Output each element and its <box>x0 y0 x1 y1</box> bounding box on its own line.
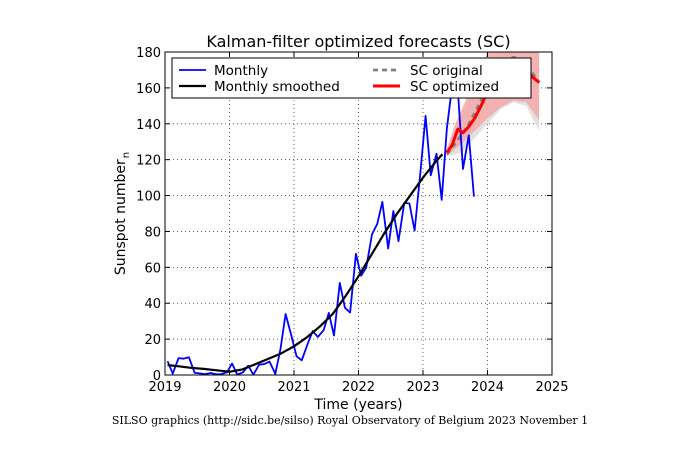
y-tick-label: 120 <box>136 154 161 169</box>
chart-title: Kalman-filter optimized forecasts (SC) <box>206 32 510 51</box>
x-tick-label: 2023 <box>406 380 439 395</box>
x-tick-label: 2024 <box>471 380 504 395</box>
y-tick-label: 180 <box>136 46 161 61</box>
y-tick-label: 0 <box>153 369 161 384</box>
smoothed-line <box>167 153 444 373</box>
x-axis-label: Time (years) <box>313 397 402 413</box>
y-tick-label: 60 <box>144 261 161 276</box>
axis-ticks: 2019 2020 2021 2022 2023 2024 2025 0 20 40 60 80 100… <box>136 46 568 395</box>
y-axis-label-group: Sunspot numbern <box>113 152 132 275</box>
legend-label-monthly: Monthly <box>214 63 268 79</box>
footer-credit: SILSO graphics (http://sidc.be/silso) Ro… <box>112 414 588 427</box>
x-tick-label: 2020 <box>213 380 246 395</box>
x-tick-label: 2022 <box>342 380 375 395</box>
legend-label-smoothed: Monthly smoothed <box>214 79 340 95</box>
legend-box <box>171 57 532 99</box>
x-tick-label: 2021 <box>277 380 310 395</box>
y-axis-label-subscript: n <box>121 152 132 158</box>
y-tick-label: 100 <box>136 190 161 205</box>
y-axis-label: Sunspot numbern <box>113 152 132 275</box>
monthly-line <box>166 80 475 375</box>
legend-label-sc-optimized: SC optimized <box>410 79 499 95</box>
y-tick-label: 160 <box>136 82 161 97</box>
x-tick-label: 2025 <box>535 380 568 395</box>
x-tick-label: 2019 <box>148 380 181 395</box>
y-tick-label: 40 <box>144 297 161 312</box>
legend: Monthly SC original Monthly smoothed SC opt… <box>171 57 532 99</box>
y-tick-label: 20 <box>144 333 161 348</box>
legend-label-sc-original: SC original <box>410 63 483 79</box>
y-tick-label: 80 <box>144 225 161 240</box>
y-tick-label: 140 <box>136 118 161 133</box>
